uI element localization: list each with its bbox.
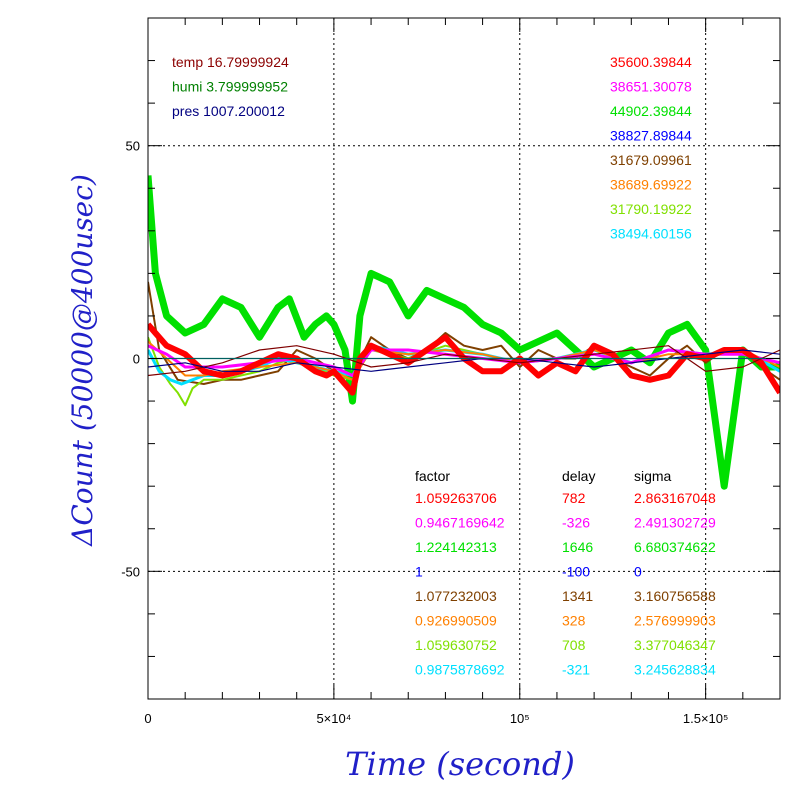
series-line-0 — [148, 175, 780, 490]
table-cell-factor: 1.059630752 — [415, 637, 497, 653]
x-tick-label: 0 — [144, 711, 151, 726]
table-cell-delay: -100 — [562, 564, 590, 580]
channel-mean-label: 35600.39844 — [610, 54, 692, 70]
tick-labels: 0 5×10⁴ 10⁵ 1.5×10⁵ 50 0 -50 — [121, 139, 728, 726]
table-header: delay — [562, 468, 595, 484]
table-cell-delay: 708 — [562, 637, 586, 653]
table-cell-sigma: 3.245628834 — [634, 662, 716, 678]
table-cell-factor: 1 — [415, 564, 423, 580]
table-cell-sigma: 6.680374622 — [634, 539, 716, 555]
legend-annotations: temp 16.79999924 humi 3.799999952 pres 100… — [172, 54, 716, 678]
y-tick-label: 0 — [133, 352, 140, 367]
table-cell-delay: -321 — [562, 662, 590, 678]
channel-mean-label: 38494.60156 — [610, 226, 692, 242]
series-line-7 — [148, 345, 780, 377]
x-tick-label: 1.5×10⁵ — [683, 711, 729, 726]
series-line-5 — [148, 344, 780, 377]
axis-ticks — [147, 17, 781, 700]
series-line-6 — [148, 322, 780, 396]
table-cell-delay: 328 — [562, 613, 586, 629]
env-label: temp 16.79999924 — [172, 54, 289, 70]
table-cell-factor: 1.059263706 — [415, 490, 497, 506]
table-cell-factor: 1.224142313 — [415, 539, 497, 555]
x-tick-label: 5×10⁴ — [316, 711, 351, 726]
table-cell-sigma: 2.576999903 — [634, 613, 716, 629]
series-lines — [148, 175, 780, 490]
table-cell-factor: 0.926990509 — [415, 613, 497, 629]
y-axis-label: ΔCount (50000@400usec) — [66, 174, 99, 547]
table-cell-sigma: 3.377046347 — [634, 637, 716, 653]
table-cell-delay: 1646 — [562, 539, 593, 555]
table-cell-delay: 1341 — [562, 588, 593, 604]
channel-mean-label: 31790.19922 — [610, 201, 692, 217]
table-cell-factor: 1.077232003 — [415, 588, 497, 604]
table-cell-factor: 0.9467169642 — [415, 515, 505, 531]
series-line-8 — [148, 349, 780, 372]
table-cell-sigma: 2.491302729 — [634, 515, 716, 531]
x-axis-label: Time (second) — [345, 745, 575, 783]
channel-mean-label: 38689.69922 — [610, 177, 692, 193]
table-cell-sigma: 2.863167048 — [634, 490, 716, 506]
table-cell-delay: 782 — [562, 490, 586, 506]
channel-mean-label: 31679.09961 — [610, 152, 692, 168]
channel-mean-label: 38651.30078 — [610, 79, 692, 95]
env-label: humi 3.799999952 — [172, 79, 288, 95]
table-cell-factor: 0.9875878692 — [415, 662, 505, 678]
y-tick-label: 50 — [126, 139, 140, 154]
table-header: sigma — [634, 468, 672, 484]
y-tick-label: -50 — [121, 564, 140, 579]
table-header: factor — [415, 468, 450, 484]
table-cell-sigma: 0 — [634, 564, 642, 580]
x-tick-label: 10⁵ — [510, 711, 530, 726]
table-cell-delay: -326 — [562, 515, 590, 531]
table-cell-sigma: 3.160756588 — [634, 588, 716, 604]
channel-mean-label: 44902.39844 — [610, 103, 692, 119]
channel-mean-label: 38827.89844 — [610, 128, 692, 144]
env-label: pres 1007.200012 — [172, 103, 285, 119]
